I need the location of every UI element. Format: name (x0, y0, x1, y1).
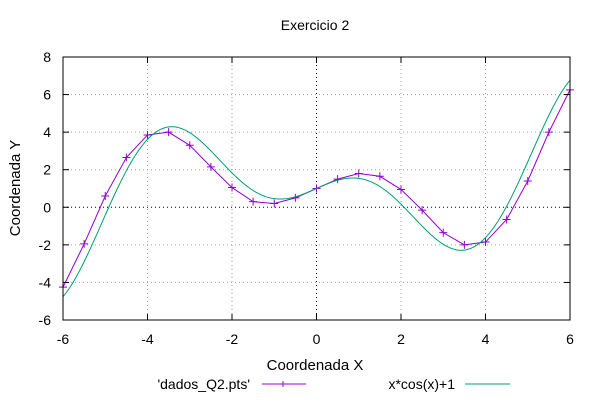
legend-marker-series-1 (280, 381, 286, 387)
x-axis-label: Coordenada X (267, 357, 364, 374)
data-point-marker (354, 169, 363, 178)
y-tick-label: -6 (39, 312, 52, 328)
data-point-marker (270, 199, 279, 208)
data-point-marker (418, 206, 427, 215)
y-tick-label: -2 (39, 237, 52, 253)
data-point-marker (228, 183, 236, 192)
data-point-marker (185, 141, 194, 150)
x-tick-label: -6 (57, 331, 70, 347)
data-point-marker (481, 238, 490, 247)
data-point-marker (80, 239, 89, 248)
y-tick-label: 8 (43, 49, 51, 65)
y-tick-label: 0 (43, 199, 51, 215)
data-point-marker (502, 215, 511, 224)
x-tick-label: -4 (141, 331, 154, 347)
axes (62, 56, 571, 321)
x-tick-label: -2 (226, 331, 239, 347)
data-point-marker (460, 240, 469, 249)
x-tick-label: 4 (482, 331, 490, 347)
data-point-marker (397, 185, 405, 194)
data-point-marker (101, 192, 110, 201)
data-point-marker (143, 130, 152, 139)
data-point-marker (544, 128, 553, 137)
series-layer (59, 79, 574, 298)
x-tick-label: 6 (566, 331, 574, 347)
y-axis-label: Coordenada Y (7, 140, 24, 236)
data-point-marker (249, 197, 258, 206)
x-tick-label: 0 (313, 331, 321, 347)
legend-label-series-2: x*cos(x)+1 (388, 376, 455, 392)
data-point-marker (523, 176, 532, 185)
data-point-marker (122, 153, 131, 162)
y-tick-label: 4 (43, 124, 51, 140)
x-tick-label: 2 (397, 331, 405, 347)
legend: 'dados_Q2.pts' x*cos(x)+1 (157, 376, 510, 392)
series-line-2 (62, 79, 571, 298)
legend-label-series-1: 'dados_Q2.pts' (157, 376, 250, 392)
y-tick-label: -4 (39, 274, 52, 290)
data-point-marker (439, 228, 448, 237)
data-point-marker (375, 172, 384, 181)
y-tick-label: 6 (43, 87, 51, 103)
chart-title: Exercicio 2 (281, 17, 350, 33)
tick-labels: -6 -4 -2 0 2 4 6 -6 -4 -2 0 2 4 6 8 (39, 49, 575, 347)
y-tick-label: 2 (43, 162, 51, 178)
data-point-marker (206, 162, 215, 171)
data-point-marker (164, 128, 173, 137)
